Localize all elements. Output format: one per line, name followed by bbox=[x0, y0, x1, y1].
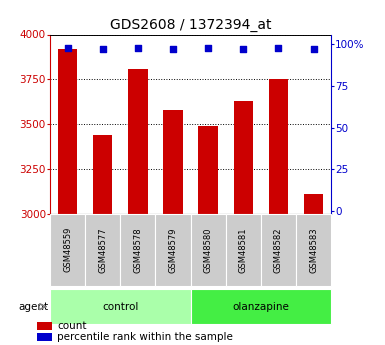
Point bbox=[310, 47, 316, 52]
Bar bbox=[121, 214, 156, 286]
Text: GSM48559: GSM48559 bbox=[63, 227, 72, 273]
Text: GSM48579: GSM48579 bbox=[169, 227, 177, 273]
Bar bbox=[304, 194, 323, 214]
Text: GSM48582: GSM48582 bbox=[274, 227, 283, 273]
Text: control: control bbox=[102, 302, 139, 312]
Bar bbox=[50, 289, 191, 324]
Bar bbox=[199, 126, 218, 214]
Text: count: count bbox=[57, 321, 87, 331]
Bar bbox=[163, 110, 182, 214]
Point bbox=[240, 47, 246, 52]
Text: olanzapine: olanzapine bbox=[233, 302, 289, 312]
Text: GSM48577: GSM48577 bbox=[98, 227, 107, 273]
Point bbox=[205, 45, 211, 51]
Point bbox=[135, 45, 141, 51]
Bar bbox=[226, 214, 261, 286]
Bar bbox=[191, 214, 226, 286]
Text: percentile rank within the sample: percentile rank within the sample bbox=[57, 332, 233, 342]
Title: GDS2608 / 1372394_at: GDS2608 / 1372394_at bbox=[110, 18, 271, 32]
Bar bbox=[50, 214, 85, 286]
Bar bbox=[261, 214, 296, 286]
Text: GSM48583: GSM48583 bbox=[309, 227, 318, 273]
Bar bbox=[191, 289, 331, 324]
Bar bbox=[296, 214, 331, 286]
Bar bbox=[128, 69, 147, 214]
Text: agent: agent bbox=[18, 302, 48, 312]
Bar bbox=[58, 49, 77, 214]
Text: GSM48578: GSM48578 bbox=[133, 227, 142, 273]
Point bbox=[275, 45, 281, 51]
Bar bbox=[37, 322, 52, 330]
Text: GSM48580: GSM48580 bbox=[204, 227, 213, 273]
Bar bbox=[269, 79, 288, 214]
Point bbox=[170, 47, 176, 52]
Point bbox=[65, 45, 71, 51]
Bar bbox=[234, 101, 253, 214]
Bar bbox=[37, 333, 52, 341]
Bar bbox=[85, 214, 120, 286]
Text: GSM48581: GSM48581 bbox=[239, 227, 248, 273]
Bar bbox=[93, 135, 112, 214]
Point bbox=[100, 47, 106, 52]
Bar bbox=[156, 214, 191, 286]
